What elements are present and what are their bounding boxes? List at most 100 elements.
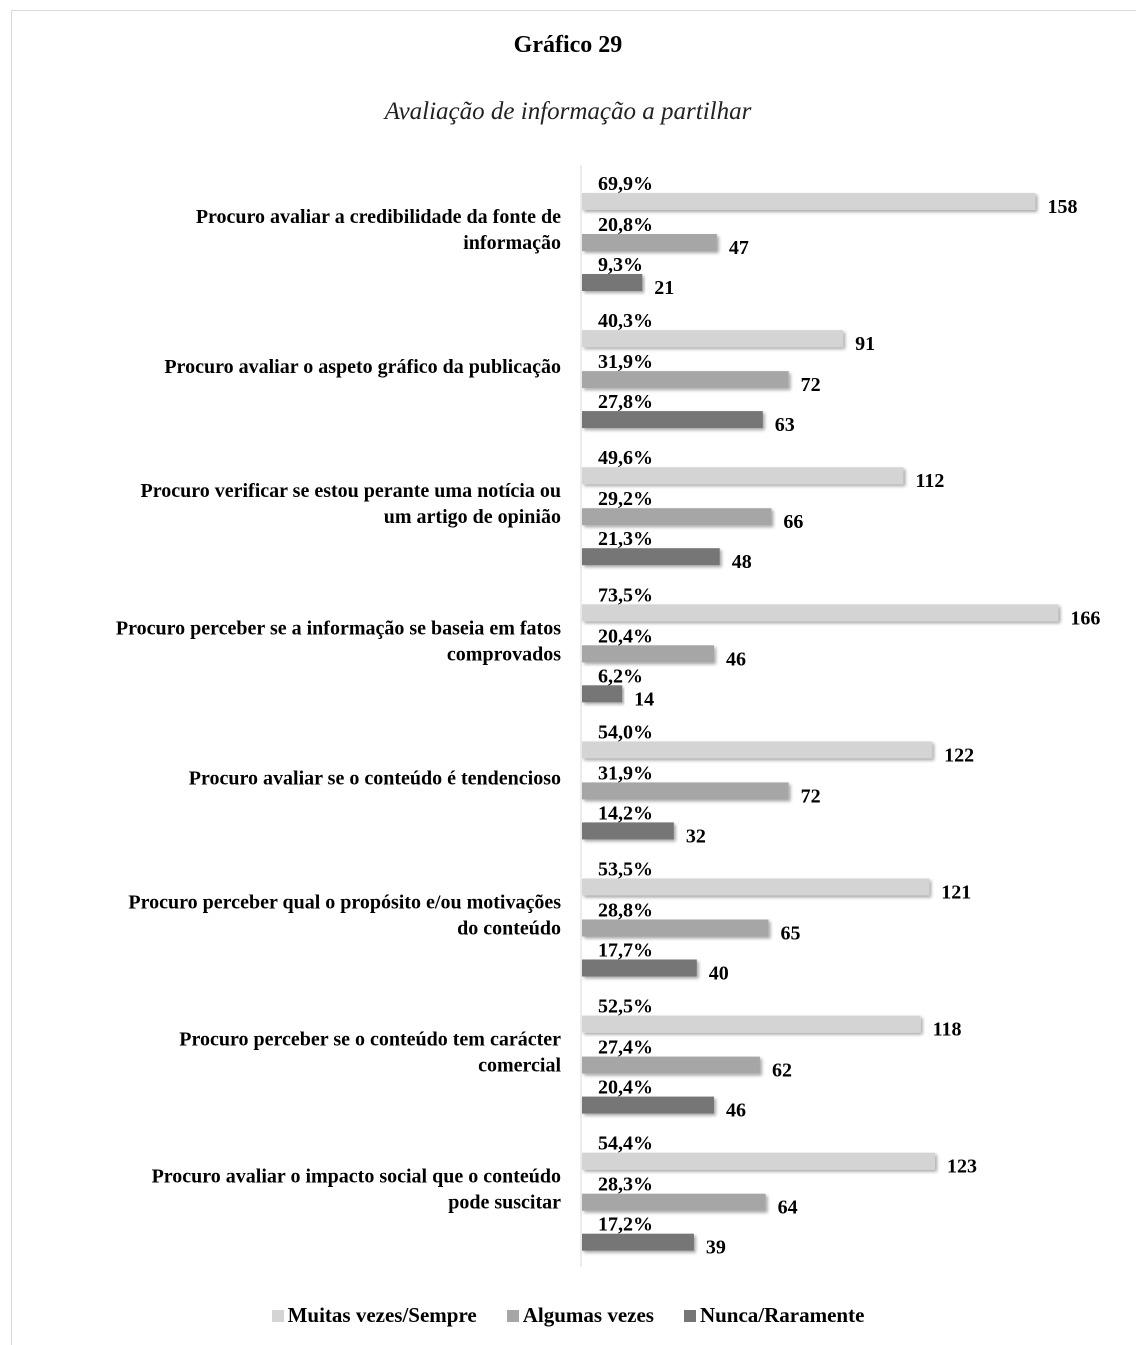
value-label: 72 (801, 374, 821, 396)
legend-label: Algumas vezes (522, 1303, 654, 1327)
bar (582, 822, 674, 840)
category-label: Procuro avaliar a credibilidade da fonte… (196, 206, 561, 254)
legend-item-algumas-vezes: Algumas vezes (506, 1303, 654, 1328)
value-label: 91 (855, 333, 875, 355)
bar (582, 782, 789, 800)
bar (582, 919, 769, 937)
bar-chart-plot: Procuro avaliar a credibilidade da fonte… (116, 165, 1101, 1267)
percent-label: 31,9% (598, 351, 653, 373)
value-label: 112 (915, 470, 944, 492)
legend-item-muitas-vezes: Muitas vezes/Sempre (271, 1303, 477, 1328)
bar (582, 741, 933, 759)
bar (582, 193, 1036, 210)
bar (582, 1193, 766, 1211)
value-label: 40 (709, 963, 729, 985)
bar (582, 330, 844, 348)
value-label: 63 (775, 414, 795, 436)
value-label: 62 (772, 1060, 792, 1082)
bar (582, 604, 1059, 622)
bar (582, 548, 720, 566)
bar (582, 959, 697, 977)
category-label-line: pode suscitar (448, 1192, 561, 1214)
category-label: Procuro avaliar se o conteúdo é tendenci… (189, 767, 561, 789)
bar (582, 685, 623, 703)
category-label-line: Procuro avaliar o aspeto gráfico da publ… (164, 356, 561, 378)
category-label-line: Procuro perceber qual o propósito e/ou m… (128, 892, 561, 914)
category-label-line: Procuro verificar se estou perante uma n… (141, 480, 562, 502)
percent-label: 20,8% (598, 214, 653, 236)
value-label: 72 (801, 785, 821, 807)
value-label: 14 (634, 688, 654, 710)
legend-label: Muitas vezes/Sempre (287, 1303, 477, 1327)
percent-label: 52,5% (598, 996, 653, 1018)
bar (582, 508, 772, 526)
category-label: Procuro avaliar o impacto social que o c… (152, 1166, 562, 1214)
percent-label: 6,2% (598, 665, 643, 687)
category-label-line: informação (463, 232, 561, 254)
value-label: 46 (726, 1100, 746, 1122)
category-label: Procuro perceber qual o propósito e/ou m… (128, 892, 561, 940)
value-label: 47 (729, 237, 749, 259)
bar (582, 1015, 921, 1033)
value-label: 48 (732, 551, 752, 573)
percent-label: 28,8% (598, 900, 653, 922)
legend-swatch (506, 1309, 519, 1322)
bar (582, 1233, 694, 1251)
value-label: 32 (686, 825, 706, 847)
category-label-line: Procuro avaliar se o conteúdo é tendenci… (189, 767, 561, 789)
percent-label: 9,3% (598, 254, 643, 276)
percent-label: 53,5% (598, 859, 653, 881)
category-group: Procuro avaliar se o conteúdo é tendenci… (189, 721, 974, 847)
category-label: Procuro verificar se estou perante uma n… (141, 480, 562, 528)
bar (582, 1152, 936, 1170)
percent-label: 21,3% (598, 528, 653, 550)
category-group: Procuro avaliar a credibilidade da fonte… (196, 173, 1078, 299)
category-label-line: um artigo de opinião (384, 506, 561, 528)
value-label: 21 (654, 277, 674, 299)
value-label: 122 (944, 744, 974, 766)
percent-label: 31,9% (598, 762, 653, 784)
value-label: 123 (947, 1156, 977, 1178)
bar (582, 411, 763, 429)
legend-item-nunca-raramente: Nunca/Raramente (683, 1303, 865, 1328)
chart-subtitle: Avaliação de informação a partilhar (384, 98, 752, 125)
bar (582, 234, 717, 251)
value-label: 118 (933, 1019, 962, 1041)
chart-frame (11, 10, 1136, 1345)
category-label: Procuro perceber se a informação se base… (116, 617, 561, 665)
bar (582, 878, 930, 896)
category-group: Procuro avaliar o aspeto gráfico da publ… (164, 310, 875, 436)
category-label-line: comprovados (447, 643, 561, 665)
percent-label: 49,6% (598, 447, 653, 469)
percent-label: 27,4% (598, 1037, 653, 1059)
category-group: Procuro perceber se o conteúdo tem carác… (179, 996, 961, 1122)
category-group: Procuro verificar se estou perante uma n… (141, 447, 945, 573)
percent-label: 14,2% (598, 802, 653, 824)
category-group: Procuro perceber qual o propósito e/ou m… (128, 859, 971, 985)
category-label-line: Procuro perceber se a informação se base… (116, 617, 561, 639)
category-label-line: Procuro avaliar o impacto social que o c… (152, 1166, 561, 1188)
percent-label: 27,8% (598, 391, 653, 413)
value-label: 46 (726, 648, 746, 670)
percent-label: 17,7% (598, 940, 653, 962)
legend-label: Nunca/Raramente (699, 1303, 865, 1327)
value-label: 39 (706, 1237, 726, 1259)
value-label: 121 (941, 882, 971, 904)
bar (582, 467, 904, 485)
category-label: Procuro avaliar o aspeto gráfico da publ… (164, 356, 561, 378)
percent-label: 20,4% (598, 1077, 653, 1099)
value-label: 66 (783, 511, 803, 533)
category-group: Procuro perceber se a informação se base… (116, 584, 1101, 710)
category-label-line: comercial (478, 1055, 561, 1077)
category-group: Procuro avaliar o impacto social que o c… (152, 1133, 977, 1259)
value-label: 166 (1070, 607, 1100, 629)
percent-label: 54,4% (598, 1133, 653, 1155)
category-label-line: do conteúdo (457, 918, 561, 940)
category-label-line: Procuro avaliar a credibilidade da fonte… (196, 206, 561, 228)
bar (582, 1096, 715, 1114)
chart-title: Gráfico 29 (513, 32, 623, 58)
value-label: 64 (778, 1197, 798, 1219)
legend: Muitas vezes/Sempre Algumas vezes Nunca/… (0, 1303, 1136, 1328)
bar (582, 274, 643, 291)
percent-label: 40,3% (598, 310, 653, 332)
